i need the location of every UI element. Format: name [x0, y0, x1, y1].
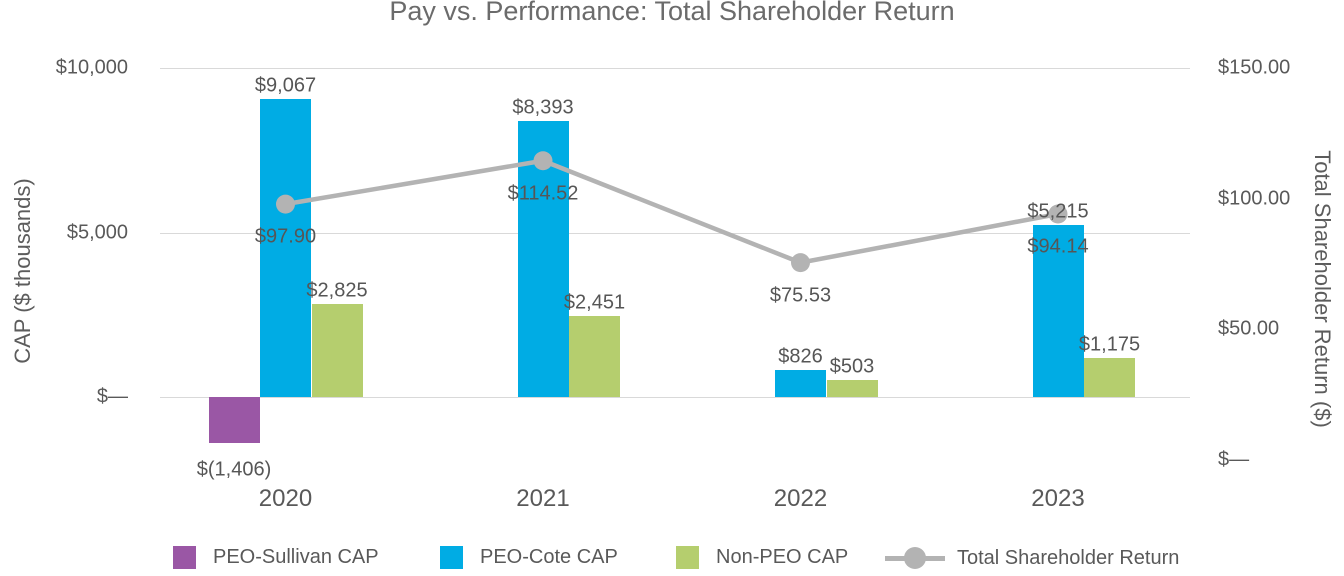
- bar-non-peo-cap: [826, 380, 878, 397]
- legend-item-peo-sullivan-cap: PEO-Sullivan CAP: [173, 546, 379, 569]
- bar-value-label: $9,067: [254, 74, 317, 97]
- category-label: 2021: [516, 485, 570, 512]
- bar-value-label: $2,451: [563, 291, 626, 314]
- tsr-value-label: $75.53: [769, 284, 832, 307]
- right-axis-tick: $100.00: [1218, 187, 1291, 210]
- gridline: [160, 397, 1190, 398]
- right-axis-tick: $150.00: [1218, 56, 1291, 79]
- bar-value-label: $503: [829, 355, 875, 378]
- bar-peo-cote-cap: [260, 98, 311, 397]
- bar-value-label: $8,393: [512, 96, 574, 119]
- bar-peo-cote-cap: [1032, 225, 1084, 397]
- legend-line-marker-icon: [885, 546, 945, 570]
- bar-peo-cote-cap: [775, 369, 826, 397]
- tsr-marker: [276, 194, 295, 214]
- tsr-marker: [1048, 204, 1068, 224]
- bar-peo-sullivan-cap: [208, 397, 260, 444]
- gridline: [160, 68, 1190, 69]
- bar-value-label: $(1,406): [196, 458, 272, 481]
- legend-swatch-icon: [440, 546, 463, 569]
- legend-line-dot: [904, 547, 926, 569]
- bar-value-label: $1,175: [1078, 333, 1141, 356]
- bar-value-label: $2,825: [306, 279, 368, 302]
- gridline: [160, 233, 1190, 234]
- legend-label: PEO-Sullivan CAP: [213, 546, 379, 568]
- left-axis-tick: $5,000: [66, 221, 128, 243]
- tsr-value-label: $114.52: [507, 182, 579, 205]
- legend-label: PEO-Cote CAP: [480, 546, 618, 568]
- legend-item-peo-cote-cap: PEO-Cote CAP: [440, 546, 618, 569]
- bar-value-label: $5,215: [1027, 200, 1089, 223]
- legend-item-total-shareholder-return: Total Shareholder Return: [885, 546, 1179, 570]
- tsr-marker: [791, 253, 810, 273]
- legend-swatch-icon: [676, 546, 699, 569]
- right-axis-tick: $—: [1218, 448, 1250, 471]
- legend-item-non-peo-cap: Non-PEO CAP: [676, 546, 848, 569]
- bar-non-peo-cap: [311, 304, 363, 397]
- chart-title: Pay vs. Performance: Total Shareholder R…: [389, 0, 955, 26]
- category-label: 2022: [773, 485, 828, 512]
- bar-non-peo-cap: [569, 316, 620, 397]
- legend-label: Total Shareholder Return: [957, 546, 1180, 569]
- tsr-value-label: $94.14: [1027, 235, 1089, 258]
- legend-swatch-icon: [173, 546, 196, 569]
- tsr-value-label: $97.90: [254, 225, 317, 248]
- legend-label: Non-PEO CAP: [716, 546, 849, 568]
- category-label: 2020: [258, 485, 313, 512]
- bar-non-peo-cap: [1084, 358, 1135, 397]
- right-axis-tick: $50.00: [1218, 317, 1280, 340]
- left-axis-tick: $—: [96, 385, 128, 408]
- tsr-line: [285, 158, 1059, 265]
- category-label: 2023: [1031, 485, 1085, 512]
- tsr-marker: [533, 151, 553, 171]
- bar-value-label: $826: [778, 345, 823, 368]
- left-axis-tick: $10,000: [55, 56, 128, 79]
